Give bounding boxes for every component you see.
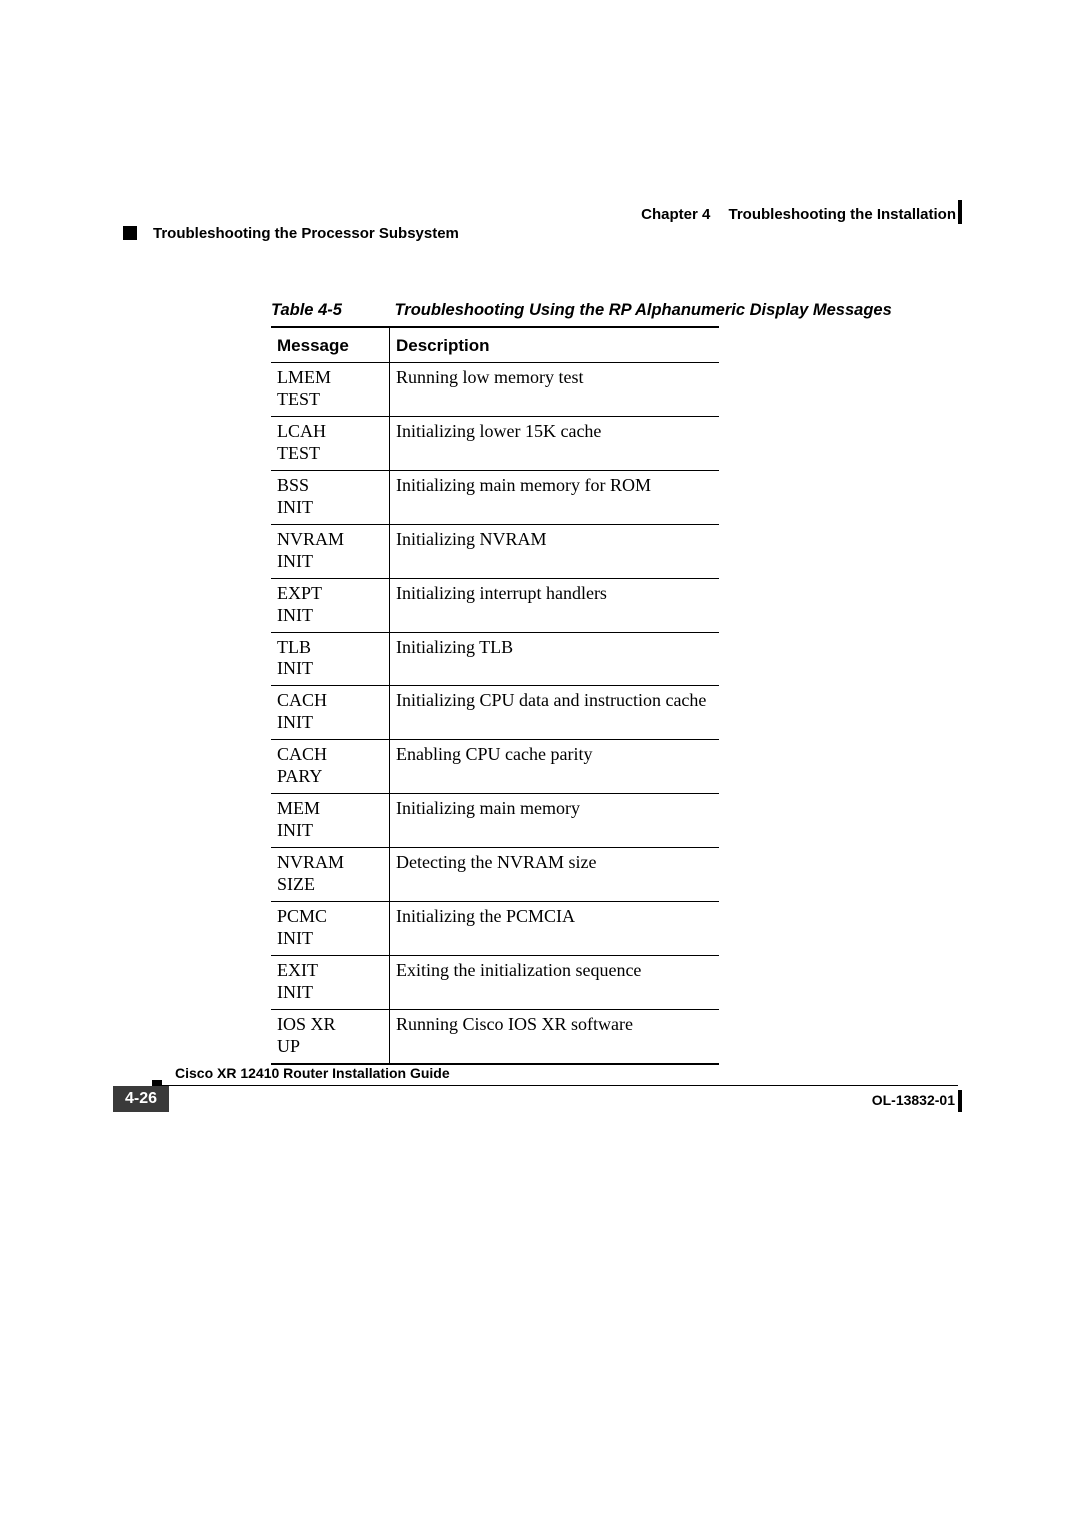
table-title: Troubleshooting Using the RP Alphanumeri… [395, 301, 892, 319]
msg-line1: NVRAM [277, 529, 344, 549]
msg-cell: BSS INIT [271, 470, 390, 524]
desc-cell: Initializing main memory [390, 794, 720, 848]
table-row: EXPT INIT Initializing interrupt handler… [271, 578, 719, 632]
msg-line2: INIT [277, 605, 313, 625]
msg-line1: BSS [277, 475, 309, 495]
table-row: CACH INIT Initializing CPU data and inst… [271, 686, 719, 740]
msg-cell: EXPT INIT [271, 578, 390, 632]
desc-cell: Running low memory test [390, 363, 720, 417]
msg-line2: INIT [277, 982, 313, 1002]
table-row: PCMC INIT Initializing the PCMCIA [271, 902, 719, 956]
desc-cell: Detecting the NVRAM size [390, 848, 720, 902]
msg-line2: TEST [277, 389, 320, 409]
message-table-wrap: Message Description LMEM TEST Running lo… [271, 326, 719, 1065]
msg-line1: CACH [277, 744, 327, 764]
msg-line1: LMEM [277, 367, 331, 387]
msg-cell: PCMC INIT [271, 902, 390, 956]
desc-cell: Initializing the PCMCIA [390, 902, 720, 956]
msg-line1: EXIT [277, 960, 318, 980]
table-row: TLB INIT Initializing TLB [271, 632, 719, 686]
col-header-description: Description [390, 327, 720, 363]
table-row: LMEM TEST Running low memory test [271, 363, 719, 417]
book-title: Cisco XR 12410 Router Installation Guide [175, 1065, 450, 1081]
running-header-left: Troubleshooting the Processor Subsystem [123, 224, 459, 242]
table-row: LCAH TEST Initializing lower 15K cache [271, 416, 719, 470]
table-label: Table 4-5 [271, 301, 342, 319]
footer-rule [160, 1085, 958, 1086]
desc-cell: Initializing lower 15K cache [390, 416, 720, 470]
msg-line2: INIT [277, 820, 313, 840]
table-row: MEM INIT Initializing main memory [271, 794, 719, 848]
doc-id-rule [958, 1090, 962, 1112]
msg-cell: MEM INIT [271, 794, 390, 848]
chapter-label: Chapter 4 [641, 206, 710, 223]
page: Chapter 4 Troubleshooting the Installati… [0, 0, 1080, 1528]
page-number: 4-26 [113, 1086, 169, 1112]
msg-line2: TEST [277, 443, 320, 463]
desc-cell: Initializing interrupt handlers [390, 578, 720, 632]
msg-line2: INIT [277, 497, 313, 517]
msg-cell: EXIT INIT [271, 955, 390, 1009]
msg-line2: INIT [277, 928, 313, 948]
msg-line1: PCMC [277, 906, 327, 926]
msg-cell: TLB INIT [271, 632, 390, 686]
message-table: Message Description LMEM TEST Running lo… [271, 326, 719, 1065]
msg-line1: MEM [277, 798, 320, 818]
msg-line2: INIT [277, 551, 313, 571]
msg-line1: LCAH [277, 421, 326, 441]
msg-line1: IOS XR [277, 1014, 336, 1034]
header-right-rule [958, 200, 962, 224]
desc-cell: Initializing main memory for ROM [390, 470, 720, 524]
desc-cell: Enabling CPU cache parity [390, 740, 720, 794]
col-header-message: Message [271, 327, 390, 363]
table-row: BSS INIT Initializing main memory for RO… [271, 470, 719, 524]
msg-cell: NVRAM SIZE [271, 848, 390, 902]
msg-line1: NVRAM [277, 852, 344, 872]
msg-line2: UP [277, 1036, 300, 1056]
table-row: EXIT INIT Exiting the initialization seq… [271, 955, 719, 1009]
desc-cell: Initializing TLB [390, 632, 720, 686]
msg-line1: CACH [277, 690, 327, 710]
msg-cell: NVRAM INIT [271, 524, 390, 578]
table-row: CACH PARY Enabling CPU cache parity [271, 740, 719, 794]
msg-cell: CACH INIT [271, 686, 390, 740]
desc-cell: Exiting the initialization sequence [390, 955, 720, 1009]
table-row: IOS XR UP Running Cisco IOS XR software [271, 1009, 719, 1063]
msg-line2: INIT [277, 712, 313, 732]
msg-line2: INIT [277, 658, 313, 678]
desc-cell: Running Cisco IOS XR software [390, 1009, 720, 1063]
msg-line2: PARY [277, 766, 322, 786]
running-header-right: Chapter 4 Troubleshooting the Installati… [641, 206, 956, 223]
msg-line2: SIZE [277, 874, 315, 894]
table-header-row: Message Description [271, 327, 719, 363]
msg-cell: LCAH TEST [271, 416, 390, 470]
msg-cell: LMEM TEST [271, 363, 390, 417]
table-row: NVRAM INIT Initializing NVRAM [271, 524, 719, 578]
table-caption: Table 4-5 Troubleshooting Using the RP A… [271, 301, 892, 320]
desc-cell: Initializing CPU data and instruction ca… [390, 686, 720, 740]
desc-cell: Initializing NVRAM [390, 524, 720, 578]
chapter-title: Troubleshooting the Installation [729, 206, 957, 223]
msg-cell: CACH PARY [271, 740, 390, 794]
table-row: NVRAM SIZE Detecting the NVRAM size [271, 848, 719, 902]
document-id: OL-13832-01 [872, 1092, 955, 1108]
msg-line1: TLB [277, 637, 311, 657]
section-title: Troubleshooting the Processor Subsystem [153, 225, 459, 242]
section-marker-icon [123, 226, 137, 240]
message-table-body: LMEM TEST Running low memory test LCAH T… [271, 363, 719, 1064]
msg-line1: EXPT [277, 583, 322, 603]
msg-cell: IOS XR UP [271, 1009, 390, 1063]
